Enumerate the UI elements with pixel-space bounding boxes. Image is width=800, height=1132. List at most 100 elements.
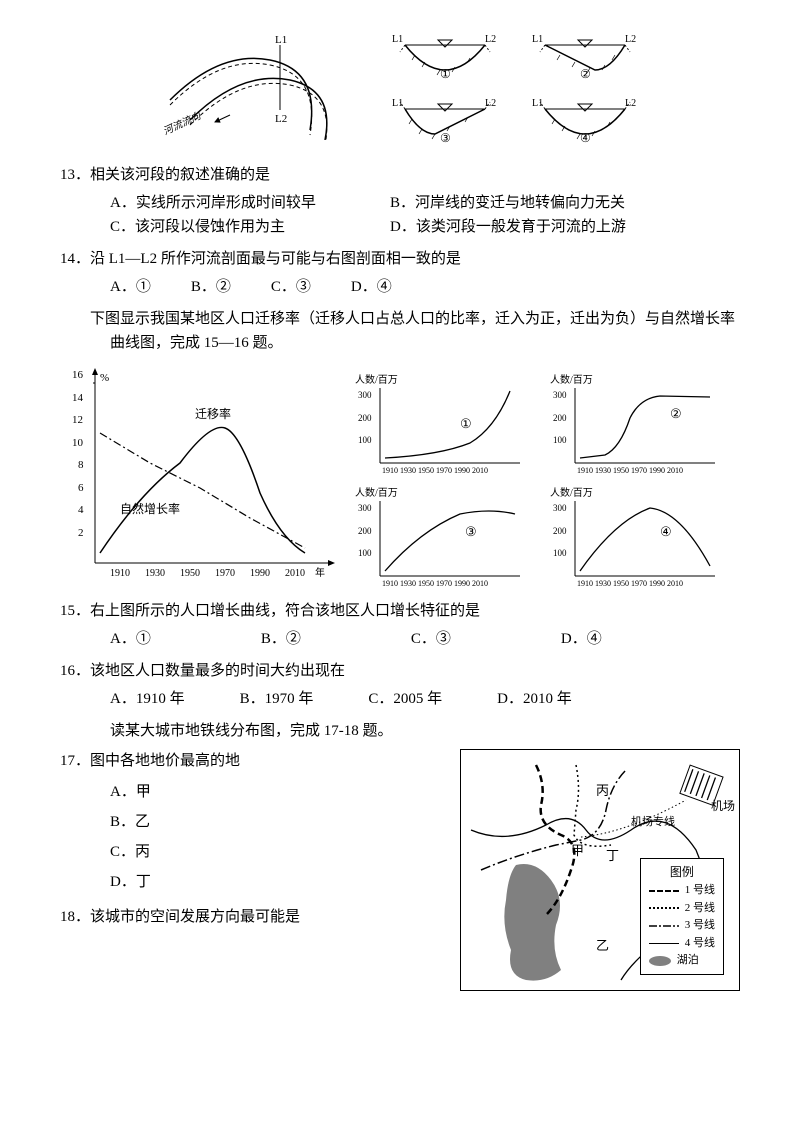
svg-text:L2: L2	[485, 98, 496, 109]
q17-opt-c: C．丙	[110, 837, 440, 867]
svg-text:②: ②	[580, 67, 591, 80]
mini-charts-grid: 人数/百万 300 200 100 ① 1910 1930 1950 1970 19…	[350, 373, 720, 591]
svg-text:1910 1930 1950 1970 1990 2010: 1910 1930 1950 1970 1990 2010	[382, 579, 488, 588]
q16-opt-c: C．2005 年	[368, 687, 442, 711]
svg-text:L2: L2	[625, 34, 636, 45]
svg-text:1910: 1910	[110, 568, 130, 579]
mini-chart-2: 人数/百万 300 200 100 ② 1910 1930 1950 1970 19…	[545, 373, 720, 478]
flow-direction-label: 河流流向	[161, 110, 203, 138]
q13-opt-c: C．该河段以侵蚀作用为主	[110, 215, 390, 239]
q18-stem: 18．该城市的空间发展方向最可能是	[60, 905, 440, 929]
mini-chart-4: 人数/百万 300200100 ④ 1910 1930 1950 1970 19…	[545, 486, 720, 591]
subway-map: 机场 机场专线 甲 丙 丁 乙 图例 1 号线 2 号线 3 号线 4 号线 湖…	[460, 749, 740, 991]
svg-text:自然增长率: 自然增长率	[120, 501, 180, 516]
svg-text:100: 100	[358, 548, 372, 558]
svg-text:人数/百万: 人数/百万	[355, 373, 398, 386]
svg-text:③: ③	[465, 524, 477, 539]
svg-text:%: %	[100, 372, 109, 384]
q15-opt-b: B．②	[261, 627, 301, 651]
river-curve-diagram: L1 L2 河流流向	[160, 30, 360, 148]
q15-opt-d: D．④	[561, 627, 602, 651]
svg-text:2: 2	[78, 527, 84, 539]
migration-rate-chart: 16 14 12 10 8 6 4 2 % 1910 1930 1950 197…	[60, 363, 340, 591]
svg-text:6: 6	[78, 482, 84, 494]
question-17: 17．图中各地地价最高的地 A．甲 B．乙 C．丙 D．丁	[60, 749, 440, 897]
svg-text:②: ②	[670, 406, 682, 421]
mini-chart-3: 人数/百万 300 200 100 ③ 1910 1930 1950 1970 19…	[350, 486, 525, 591]
cross-section-2: L1 L2 ②	[530, 30, 640, 80]
svg-text:乙: 乙	[596, 938, 609, 953]
svg-text:2010: 2010	[285, 568, 305, 579]
question-16: 16．该地区人口数量最多的时间大约出现在 A．1910 年 B．1970 年 C…	[60, 659, 740, 711]
svg-text:③: ③	[440, 131, 451, 144]
svg-text:1930: 1930	[145, 568, 165, 579]
svg-text:200: 200	[358, 413, 372, 423]
svg-text:10: 10	[72, 437, 84, 449]
svg-text:1910 1930 1950 1970 1990 2010: 1910 1930 1950 1970 1990 2010	[577, 466, 683, 475]
q17-opt-b: B．乙	[110, 807, 440, 837]
q15-opt-a: A．①	[110, 627, 151, 651]
cross-section-1: L1L2 ①	[390, 30, 500, 80]
q17-opt-a: A．甲	[110, 777, 440, 807]
legend-5: 湖泊	[677, 952, 699, 970]
svg-text:8: 8	[78, 459, 84, 471]
q13-opt-b: B．河岸线的变迁与地转偏向力无关	[390, 191, 625, 215]
cross-section-3: L1L2 ③	[390, 94, 500, 144]
svg-text:300: 300	[358, 503, 372, 513]
svg-text:4: 4	[78, 504, 84, 516]
question-13: 13．相关该河段的叙述准确的是 A．实线所示河岸形成时间较早 B．河岸线的变迁与…	[60, 163, 740, 239]
map-legend: 图例 1 号线 2 号线 3 号线 4 号线 湖泊	[640, 858, 724, 975]
svg-text:年: 年	[315, 566, 325, 579]
svg-text:1910 1930 1950 1970 1990 2010: 1910 1930 1950 1970 1990 2010	[382, 466, 488, 475]
svg-text:迁移率: 迁移率	[195, 406, 231, 421]
svg-text:机场专线: 机场专线	[631, 814, 675, 828]
legend-2: 2 号线	[685, 900, 715, 918]
question-14: 14．沿 L1—L2 所作河流剖面最与可能与右图剖面相一致的是 A．① B．② …	[60, 247, 740, 299]
q13-stem: 13．相关该河段的叙述准确的是	[60, 163, 740, 187]
svg-text:100: 100	[553, 548, 567, 558]
svg-text:人数/百万: 人数/百万	[550, 373, 593, 386]
svg-text:100: 100	[358, 435, 372, 445]
svg-text:12: 12	[72, 414, 83, 426]
mini-chart-1: 人数/百万 300200100 ① 1910 1930 1950 1970 19…	[350, 373, 525, 478]
svg-text:L1: L1	[392, 34, 403, 45]
svg-text:1910 1930 1950 1970 1990 2010: 1910 1930 1950 1970 1990 2010	[577, 579, 683, 588]
svg-text:L1: L1	[532, 34, 543, 45]
legend-1: 1 号线	[685, 882, 715, 900]
question-15: 15．右上图所示的人口增长曲线，符合该地区人口增长特征的是 A．① B．② C．…	[60, 599, 740, 651]
svg-text:200: 200	[553, 413, 567, 423]
svg-text:14: 14	[72, 392, 84, 404]
q14-stem: 14．沿 L1—L2 所作河流剖面最与可能与右图剖面相一致的是	[60, 247, 740, 271]
label-l1: L1	[275, 34, 287, 46]
svg-text:④: ④	[580, 131, 591, 144]
question-18: 18．该城市的空间发展方向最可能是	[60, 905, 440, 929]
q14-opt-b: B．②	[191, 275, 231, 299]
svg-text:①: ①	[440, 67, 451, 80]
q17-opt-d: D．丁	[110, 867, 440, 897]
q17-stem: 17．图中各地地价最高的地	[60, 749, 440, 773]
svg-text:①: ①	[460, 416, 472, 431]
svg-text:300: 300	[553, 503, 567, 513]
q14-opt-a: A．①	[110, 275, 151, 299]
svg-text:人数/百万: 人数/百万	[355, 486, 398, 499]
svg-text:300: 300	[553, 390, 567, 400]
svg-text:④: ④	[660, 524, 672, 539]
svg-text:人数/百万: 人数/百万	[550, 486, 593, 499]
intro-15-16: 下图显示我国某地区人口迁移率（迁移人口占总人口的比率，迁入为正，迁出为负）与自然…	[60, 307, 740, 355]
q14-opt-d: D．④	[351, 275, 392, 299]
svg-text:100: 100	[553, 435, 567, 445]
svg-text:L2: L2	[625, 98, 636, 109]
river-diagrams-row: L1 L2 河流流向 L1L2 ① L1L2 ② L1L2	[60, 30, 740, 148]
svg-text:200: 200	[358, 526, 372, 536]
svg-text:机场: 机场	[711, 799, 735, 813]
legend-3: 3 号线	[685, 917, 715, 935]
label-l2: L2	[275, 113, 287, 125]
svg-text:1990: 1990	[250, 568, 270, 579]
svg-text:L1: L1	[532, 98, 543, 109]
legend-4: 4 号线	[685, 935, 715, 953]
cross-section-grid: L1L2 ① L1L2 ② L1L2 ③ L1L2	[390, 30, 640, 148]
q13-opt-d: D．该类河段一般发育于河流的上游	[390, 215, 626, 239]
cross-section-4: L1 L2 ④	[530, 94, 640, 144]
svg-text:丙: 丙	[596, 783, 609, 798]
svg-text:16: 16	[72, 369, 84, 381]
